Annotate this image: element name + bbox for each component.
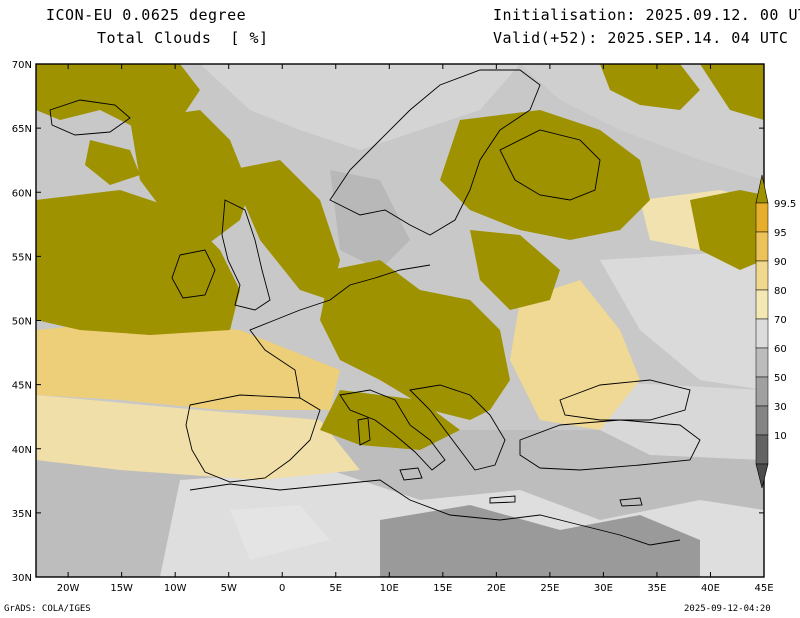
lon-tick-label: 20E: [487, 583, 506, 594]
lat-tick-label: 35N: [12, 509, 32, 520]
colorbar-swatch: [755, 318, 769, 349]
initialisation-time: Initialisation: 2025.09.12. 00 UTC: [493, 6, 800, 24]
colorbar-swatch: [755, 405, 769, 436]
coastlines: [49, 69, 701, 546]
lat-tick-label: 55N: [12, 252, 32, 263]
lon-tick-label: 0: [279, 583, 285, 594]
lon-tick-label: 5W: [221, 583, 237, 594]
lon-tick-label: 30E: [594, 583, 613, 594]
colorbar-swatch: [755, 347, 769, 378]
colorbar-swatch: [755, 202, 769, 233]
valid-time: Valid(+52): 2025.SEP.14. 04 UTC: [493, 29, 789, 47]
lat-tick-label: 60N: [12, 188, 32, 199]
lon-tick-label: 10W: [164, 583, 187, 594]
model-title: ICON-EU 0.0625 degree: [46, 6, 247, 24]
lat-tick-label: 40N: [12, 445, 32, 456]
lon-tick-label: 5E: [329, 583, 342, 594]
software-credit: GrADS: COLA/IGES: [4, 604, 91, 614]
colorbar-swatch: [755, 434, 769, 465]
longitude-axis: 20W 15W 10W 5W 0 5E 10E 15E 20E 25E 30E 35E 40E 45E: [57, 64, 774, 594]
colorbar-label: 30: [774, 402, 787, 413]
lon-tick-label: 45E: [754, 583, 773, 594]
lat-tick-label: 45N: [12, 381, 32, 392]
lat-tick-label: 30N: [12, 573, 32, 584]
lat-tick-label: 50N: [12, 317, 32, 328]
colorbar-swatch: [755, 289, 769, 320]
lon-tick-label: 15W: [110, 583, 133, 594]
colorbar-swatch: [755, 260, 769, 291]
lat-tick-label: 65N: [12, 124, 32, 135]
colorbar-label: 10: [774, 431, 787, 442]
lon-tick-label: 20W: [57, 583, 80, 594]
cloud-field: [36, 64, 764, 577]
colorbar-label: 90: [774, 257, 787, 268]
colorbar-swatch: [755, 376, 769, 407]
colorbar-swatch: [755, 231, 769, 262]
colorbar: 99.5 95 90 80 70 60 50 30 10: [755, 174, 796, 489]
colorbar-under-arrow: [755, 463, 769, 489]
colorbar-label: 95: [774, 228, 787, 239]
lat-tick-label: 70N: [12, 60, 32, 71]
lon-tick-label: 25E: [540, 583, 559, 594]
render-timestamp: 2025-09-12-04:20: [684, 604, 771, 614]
lon-tick-label: 35E: [647, 583, 666, 594]
variable-title: Total Clouds [ %]: [97, 29, 269, 47]
colorbar-label: 99.5: [774, 199, 796, 210]
lon-tick-label: 10E: [380, 583, 399, 594]
colorbar-label: 70: [774, 315, 787, 326]
colorbar-label: 50: [774, 373, 787, 384]
lon-tick-label: 40E: [701, 583, 720, 594]
colorbar-label: 60: [774, 344, 787, 355]
latitude-axis: 70N 65N 60N 55N 50N 45N 40N 35N 30N: [12, 60, 764, 584]
lon-tick-label: 15E: [433, 583, 452, 594]
colorbar-label: 80: [774, 286, 787, 297]
